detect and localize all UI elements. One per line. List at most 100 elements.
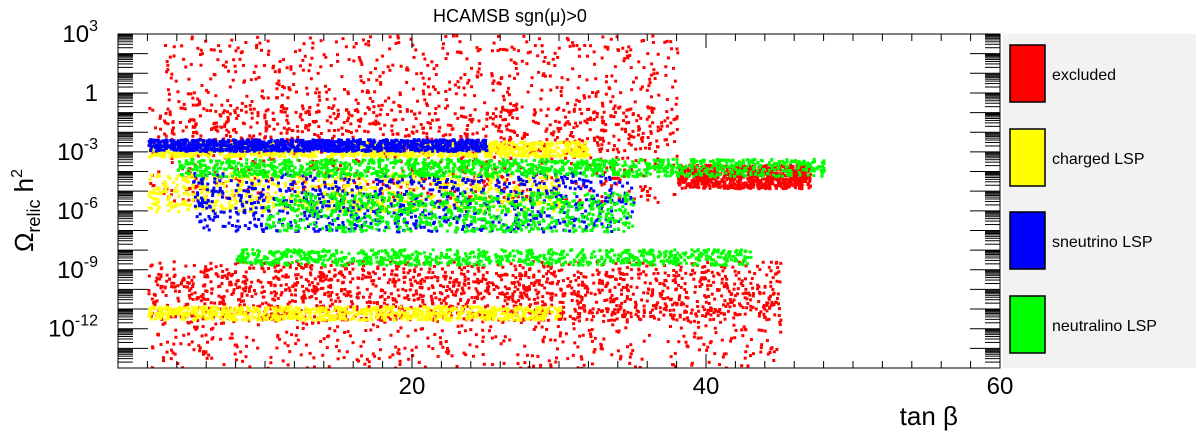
data-point bbox=[574, 309, 578, 313]
data-point bbox=[236, 46, 240, 50]
data-point bbox=[651, 288, 655, 292]
data-point bbox=[647, 84, 651, 88]
data-point bbox=[568, 284, 572, 288]
data-point bbox=[704, 314, 708, 318]
data-point bbox=[249, 284, 253, 288]
data-point bbox=[514, 276, 518, 280]
data-point bbox=[199, 270, 203, 274]
data-point bbox=[694, 285, 698, 289]
data-point bbox=[364, 275, 368, 279]
data-point bbox=[597, 271, 601, 275]
data-point bbox=[757, 171, 761, 175]
data-point bbox=[486, 304, 490, 308]
data-point bbox=[625, 345, 629, 349]
data-point bbox=[209, 109, 213, 113]
data-point bbox=[379, 289, 383, 293]
data-point bbox=[201, 352, 205, 356]
data-point bbox=[225, 268, 229, 272]
data-point bbox=[276, 333, 280, 337]
data-point bbox=[293, 152, 297, 156]
data-point bbox=[551, 57, 555, 61]
data-point bbox=[323, 183, 327, 187]
data-point bbox=[808, 177, 812, 181]
data-point bbox=[362, 340, 366, 344]
data-point bbox=[249, 78, 253, 82]
data-point bbox=[653, 76, 657, 80]
data-point bbox=[359, 117, 363, 121]
data-point bbox=[281, 85, 285, 89]
data-point bbox=[362, 81, 366, 85]
data-point bbox=[794, 178, 798, 182]
data-point bbox=[734, 165, 738, 169]
data-point bbox=[293, 300, 297, 304]
data-point bbox=[765, 165, 769, 169]
data-point bbox=[284, 273, 288, 277]
data-point bbox=[637, 267, 641, 271]
data-point bbox=[328, 277, 332, 281]
data-point bbox=[179, 342, 183, 346]
data-point bbox=[395, 273, 399, 277]
data-point bbox=[186, 302, 190, 306]
data-point bbox=[424, 177, 428, 181]
data-point bbox=[371, 270, 375, 274]
data-point bbox=[673, 351, 677, 355]
data-point bbox=[192, 348, 196, 352]
data-point bbox=[448, 133, 452, 137]
data-point bbox=[332, 153, 336, 157]
data-point bbox=[604, 179, 608, 183]
data-point bbox=[773, 184, 777, 188]
data-point bbox=[502, 137, 506, 141]
data-point bbox=[445, 350, 449, 354]
data-point bbox=[667, 274, 671, 278]
data-point bbox=[549, 296, 553, 300]
data-point bbox=[225, 277, 229, 281]
data-point bbox=[724, 366, 728, 368]
data-point bbox=[405, 108, 409, 112]
data-point bbox=[505, 178, 509, 182]
data-point bbox=[707, 360, 711, 364]
data-point bbox=[616, 48, 620, 52]
data-point bbox=[744, 264, 748, 268]
data-point bbox=[319, 300, 323, 304]
data-point bbox=[377, 104, 381, 108]
data-point bbox=[611, 275, 615, 279]
data-point bbox=[348, 290, 352, 294]
data-point bbox=[280, 93, 284, 97]
data-point bbox=[349, 131, 353, 135]
data-point bbox=[708, 318, 712, 322]
data-point bbox=[390, 129, 394, 133]
data-point bbox=[444, 89, 448, 93]
data-point bbox=[565, 137, 569, 141]
data-point bbox=[419, 123, 423, 127]
data-point bbox=[436, 91, 440, 95]
data-point bbox=[161, 290, 165, 294]
data-point bbox=[228, 85, 232, 89]
data-point bbox=[556, 324, 560, 328]
data-point bbox=[553, 338, 557, 342]
data-point bbox=[470, 85, 474, 89]
data-point bbox=[366, 89, 370, 93]
data-point bbox=[390, 108, 394, 112]
data-point bbox=[375, 114, 379, 118]
data-point bbox=[316, 103, 320, 107]
data-point bbox=[611, 148, 615, 152]
data-point bbox=[589, 332, 593, 336]
data-point bbox=[269, 355, 273, 359]
data-point bbox=[477, 281, 481, 285]
data-point bbox=[311, 41, 315, 45]
data-point bbox=[290, 187, 294, 191]
data-point bbox=[617, 196, 621, 200]
data-point bbox=[207, 155, 211, 159]
data-point bbox=[423, 279, 427, 283]
data-point bbox=[267, 303, 271, 307]
data-point bbox=[436, 154, 440, 158]
data-point bbox=[149, 154, 153, 158]
data-point bbox=[689, 273, 693, 277]
data-point bbox=[201, 317, 205, 321]
data-point bbox=[457, 331, 461, 335]
data-point bbox=[327, 365, 331, 368]
data-point bbox=[322, 53, 326, 57]
data-point bbox=[595, 112, 599, 116]
data-point bbox=[777, 313, 781, 317]
data-point bbox=[791, 171, 795, 175]
